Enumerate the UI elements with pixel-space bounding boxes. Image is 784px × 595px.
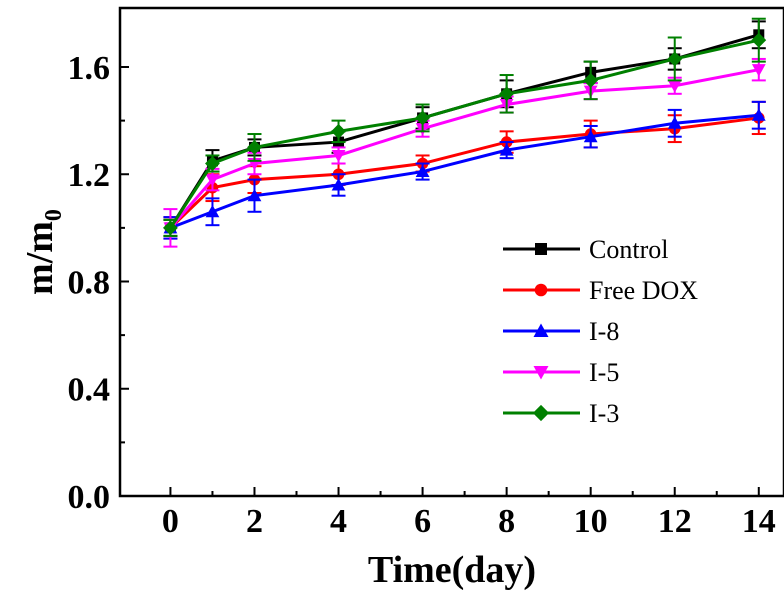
legend-item: I-8 [503,317,619,346]
data-point [205,174,220,187]
data-point [751,108,766,121]
y-tick-label: 1.6 [68,50,111,87]
data-point [163,220,178,236]
axis-layer: 0 2 4 6 8 10 12 14 0.0 0.4 0.8 1.2 1.6 [68,50,776,540]
x-tick-label: 0 [162,503,179,540]
x-tick-label: 14 [742,503,776,540]
y-tick-label: 0.8 [68,264,111,301]
data-point [499,143,514,156]
y-axis-title-main: m/m [19,221,61,295]
svg-text:m/m0: m/m0 [19,209,67,295]
data-point [415,164,430,178]
legend-item: I-5 [503,358,619,387]
x-tick-label: 8 [498,503,515,540]
x-axis-title: Time(day) [368,549,536,591]
legend-label: Control [589,235,668,264]
legend-marker [535,243,547,255]
y-tick-label: 0.0 [68,479,111,516]
legend-label: I-8 [589,317,619,346]
data-point [247,188,262,202]
data-point [247,140,262,155]
y-tick-label: 1.2 [68,157,111,194]
x-tick-label: 4 [330,503,347,540]
legend-label: I-5 [589,358,619,387]
data-point [205,204,220,218]
y-axis-title: m/m0 [19,209,67,295]
data-point [751,32,767,48]
data-point [331,149,346,163]
legend-item: Control [503,235,668,264]
series-i-3 [163,17,767,237]
x-tick-label: 10 [574,503,608,540]
data-point [667,51,683,67]
x-tick-label: 2 [246,503,263,540]
data-point [751,64,766,77]
data-point [415,110,431,126]
data-point [667,116,682,129]
data-point [667,80,682,93]
legend-item: I-3 [503,399,619,428]
data-point [583,129,598,143]
y-tick-label: 0.4 [68,372,111,409]
series-layer [163,17,767,248]
legend: Control Free DOX I-8 I-5 I-3 [503,235,698,428]
data-point [331,178,346,191]
legend-marker [533,323,549,337]
y-axis-title-subscript: 0 [41,209,67,221]
legend-item: Free DOX [503,276,698,305]
plot-frame [118,6,784,498]
x-tick-label: 6 [414,503,431,540]
legend-marker [534,283,548,297]
legend-marker [532,404,550,422]
data-point [205,156,220,171]
legend-marker [533,366,549,380]
x-tick-label: 12 [658,503,692,540]
data-point [331,123,346,139]
data-point [499,86,515,102]
legend-label: I-3 [589,399,619,428]
series-i-8 [163,100,766,240]
legend-label: Free DOX [589,276,698,305]
data-point [583,72,599,88]
